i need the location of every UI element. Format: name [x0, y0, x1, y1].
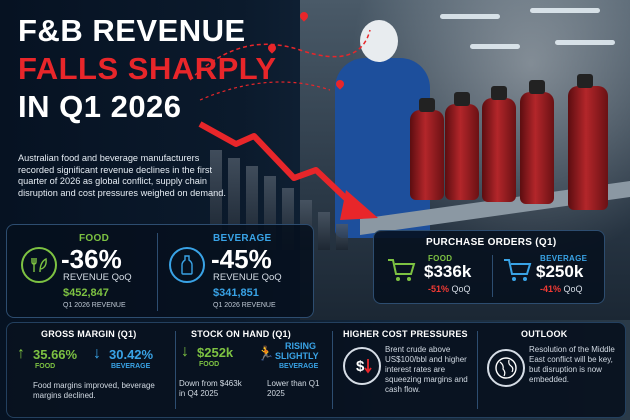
cost-section: HIGHER COST PRESSURES $ Brent crude abov…: [337, 323, 475, 417]
cost-text: Brent crude above US$100/bbl and higher …: [385, 345, 468, 394]
fork-leaf-icon: [21, 247, 57, 283]
cost-title: HIGHER COST PRESSURES: [343, 329, 468, 339]
running-figure-icon: 🏃: [257, 345, 275, 361]
po-beverage-change: -41%: [540, 284, 562, 294]
po-beverage-label: BEVERAGE: [540, 254, 588, 263]
headline-line-1: F&B REVENUE: [18, 13, 246, 48]
dollar-down-icon: $: [343, 347, 381, 385]
stock-food-note: Down from $463k in Q4 2025: [179, 379, 242, 398]
purchase-orders-title: PURCHASE ORDERS (Q1): [426, 237, 557, 248]
stock-bev-trend: RISING SLIGHTLY: [275, 341, 319, 361]
divider: [157, 233, 158, 311]
stock-title: STOCK ON HAND (Q1): [191, 329, 291, 339]
stock-bev-note: Lower than Q1 2025: [267, 379, 320, 398]
downward-arrow-icon: [198, 121, 378, 220]
gm-note: Food margins improved, beverage margins …: [33, 381, 155, 400]
headline-line-3: IN Q1 2026: [18, 89, 182, 124]
outlook-title: OUTLOOK: [521, 329, 568, 339]
headline-line-2: FALLS SHARPLY: [18, 51, 277, 86]
svg-text:$: $: [356, 358, 365, 375]
stock-bev-label: BEVERAGE: [279, 363, 319, 370]
revenue-panel: FOOD -36% REVENUE QoQ $452,847 Q1 2026 R…: [6, 224, 314, 318]
stock-bev-line1: RISING: [285, 341, 317, 351]
stock-food-value: $252k: [197, 345, 234, 360]
worker-head: [360, 20, 398, 62]
po-food-change-row: -51% QoQ: [428, 284, 471, 294]
arrow-down-icon: ↓: [181, 343, 189, 360]
headline: F&B REVENUE FALLS SHARPLY IN Q1 2026: [18, 12, 277, 126]
intro-text: Australian food and beverage manufacture…: [18, 153, 226, 198]
world-map-graphic: [189, 29, 371, 101]
bottle-image: [482, 86, 516, 202]
beverage-revenue-amount: $341,851: [213, 287, 259, 299]
beverage-change-label: REVENUE QoQ: [213, 272, 282, 283]
food-amount-label: Q1 2026 REVENUE: [63, 302, 126, 309]
gm-bev-value: 30.42%: [109, 347, 154, 362]
beverage-label: BEVERAGE: [213, 233, 272, 244]
stock-food-label: FOOD: [199, 361, 220, 368]
beverage-revenue-change: -45%: [211, 244, 272, 274]
bottle-image: [568, 74, 608, 210]
gm-bev-label: BEVERAGE: [111, 363, 151, 370]
stock-section: STOCK ON HAND (Q1) ↓ $252k FOOD Down fro…: [179, 323, 329, 417]
arrow-up-icon: ↑: [17, 345, 25, 362]
gm-food-value: 35.66%: [33, 347, 78, 362]
food-revenue-amount: $452,847: [63, 287, 109, 299]
bottle-image: [445, 92, 479, 200]
po-food-label: FOOD: [428, 254, 453, 263]
divider: [492, 255, 493, 297]
po-food-period: QoQ: [451, 284, 471, 294]
cart-icon: [388, 259, 416, 281]
arrow-down-icon: ↓: [93, 345, 101, 362]
po-food-change: -51%: [428, 284, 450, 294]
gross-margin-section: GROSS MARGIN (Q1) ↑ 35.66% FOOD ↓ 30.42%…: [7, 323, 172, 417]
divider: [332, 331, 333, 409]
po-beverage-period: QoQ: [563, 284, 583, 294]
ceiling-light: [470, 44, 520, 49]
ceiling-light: [440, 14, 500, 19]
outlook-text: Resolution of the Middle East conflict w…: [529, 345, 615, 384]
beverage-amount-label: Q1 2026 REVENUE: [213, 302, 276, 309]
purchase-orders-panel: PURCHASE ORDERS (Q1) FOOD $336k -51% QoQ…: [373, 230, 605, 304]
bottom-metrics-strip: GROSS MARGIN (Q1) ↑ 35.66% FOOD ↓ 30.42%…: [6, 322, 626, 418]
bottle-image: [520, 80, 554, 204]
bottle-icon: [169, 247, 205, 283]
globe-icon: [487, 349, 525, 387]
food-change-label: REVENUE QoQ: [63, 272, 132, 283]
gm-food-label: FOOD: [35, 363, 56, 370]
gross-margin-title: GROSS MARGIN (Q1): [41, 329, 137, 339]
bottle-image: [410, 98, 444, 200]
po-beverage-change-row: -41% QoQ: [540, 284, 583, 294]
po-food-value: $336k: [424, 262, 472, 281]
stock-bev-line2: SLIGHTLY: [275, 351, 319, 361]
food-revenue-change: -36%: [61, 244, 122, 274]
po-beverage-value: $250k: [536, 262, 584, 281]
cart-icon: [504, 259, 532, 281]
ceiling-light: [530, 8, 600, 13]
divider: [477, 331, 478, 409]
outlook-section: OUTLOOK Resolution of the Middle East co…: [481, 323, 621, 417]
food-label: FOOD: [79, 233, 110, 244]
ceiling-light: [555, 40, 615, 45]
divider: [175, 331, 176, 409]
